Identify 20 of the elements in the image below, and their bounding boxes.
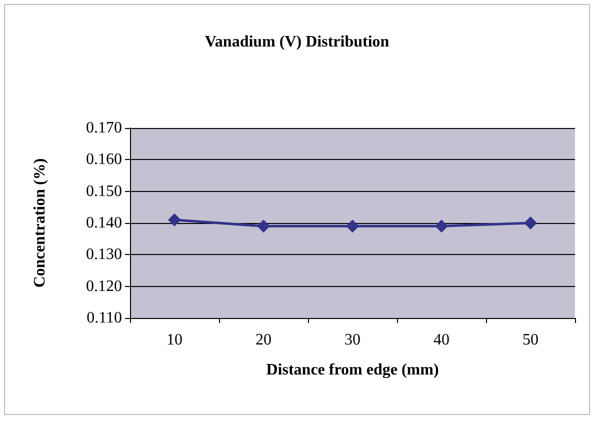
x-tick-label: 30 bbox=[344, 332, 360, 348]
y-tick-label: 0.150 bbox=[86, 182, 122, 200]
point bbox=[168, 213, 181, 226]
y-tick-label: 0.140 bbox=[86, 214, 122, 232]
y-tick-label: 0.160 bbox=[86, 151, 122, 168]
chart-title: Vanadium (V) Distribution bbox=[204, 34, 390, 50]
y-axis-title: Concentration (%) bbox=[32, 158, 48, 288]
x-tick-label: 40 bbox=[434, 332, 450, 348]
y-tick-label: 0.130 bbox=[86, 246, 122, 264]
x-tick-label: 20 bbox=[256, 332, 272, 348]
y-tick-label: 0.120 bbox=[86, 278, 122, 295]
x-axis-title: Distance from edge (mm) bbox=[266, 362, 439, 378]
x-tick-label: 50 bbox=[522, 332, 538, 348]
point bbox=[435, 220, 448, 233]
x-tick-label: 10 bbox=[166, 332, 182, 348]
point bbox=[524, 216, 537, 230]
y-tick-label: 0.110 bbox=[86, 310, 122, 326]
y-tick-label: 0.170 bbox=[86, 120, 122, 136]
point bbox=[257, 220, 270, 233]
point bbox=[346, 220, 359, 233]
